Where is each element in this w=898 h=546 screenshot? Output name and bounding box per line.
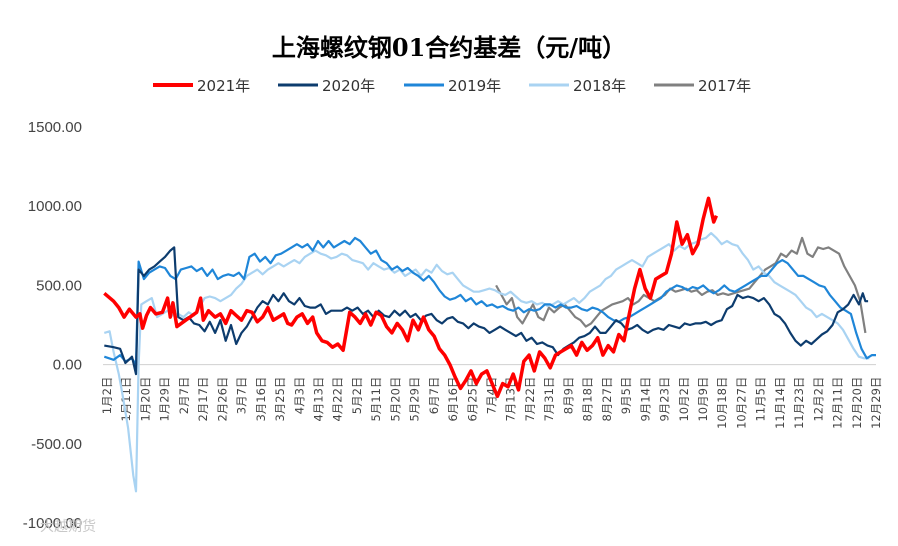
plot-area	[103, 196, 876, 493]
chart-title: 上海螺纹钢01合约基差（元/吨）	[272, 33, 626, 62]
x-tick-label: 11月23日	[792, 377, 806, 429]
x-tick-label: 2月26日	[215, 377, 229, 422]
series-line-2020年	[104, 246, 869, 376]
x-tick-label: 9月23日	[658, 377, 672, 422]
x-tick-label: 11月14日	[773, 377, 787, 429]
x-tick-label: 10月2日	[677, 377, 691, 422]
legend-label: 2020年	[322, 77, 375, 95]
x-tick-label: 12月29日	[869, 377, 883, 429]
y-tick-label: 1000.00	[28, 198, 82, 215]
series-line-2017年	[495, 236, 867, 334]
x-tick-label: 3月25日	[273, 377, 287, 422]
x-tick-label: 3月16日	[254, 377, 268, 422]
x-tick-label: 11月5日	[754, 377, 768, 422]
x-tick-label: 8月9日	[561, 377, 575, 415]
x-tick-label: 1月2日	[100, 377, 114, 415]
series-line-2021年	[103, 196, 719, 399]
x-tick-label: 5月29日	[408, 377, 422, 422]
y-tick-label: 1500.00	[28, 119, 82, 136]
x-tick-label: 7月22日	[523, 377, 537, 422]
x-tick-label: 1月11日	[119, 377, 133, 422]
x-tick-label: 5月20日	[388, 377, 402, 422]
legend-label: 2018年	[573, 77, 626, 95]
legend-label: 2017年	[698, 77, 751, 95]
y-tick-label: -1000.00	[23, 515, 82, 532]
y-tick-label: 0.00	[53, 357, 82, 374]
x-tick-label: 4月13日	[311, 377, 325, 422]
x-tick-label: 2月17日	[196, 377, 210, 422]
x-tick-label: 8月27日	[600, 377, 614, 422]
x-tick-label: 12月11日	[831, 377, 845, 429]
x-tick-label: 7月31日	[542, 377, 556, 422]
x-tick-label: 6月25日	[465, 377, 479, 422]
legend: 2021年 2020年 2019年 2018年 2017年	[153, 77, 751, 95]
x-tick-label: 4月3日	[292, 377, 306, 415]
x-tick-label: 10月9日	[696, 377, 710, 422]
x-tick-label: 9月5日	[619, 377, 633, 415]
x-tick-label: 4月22日	[331, 377, 345, 422]
x-tick-label: 10月18日	[715, 377, 729, 429]
series-line-2019年	[103, 236, 876, 366]
x-tick-label: 6月7日	[427, 377, 441, 415]
x-tick-label: 1月29日	[158, 377, 172, 422]
series-line-2018年	[103, 232, 870, 493]
x-tick-label: 12月20日	[850, 377, 864, 429]
x-axis: 1月2日 1月11日 1月20日 1月29日 2月7日 2月17日 2月26日 3月7日 3月1…	[100, 377, 883, 429]
x-tick-label: 8月18日	[581, 377, 595, 422]
y-tick-label: -500.00	[31, 436, 82, 453]
x-tick-label: 5月2日	[350, 377, 364, 415]
x-tick-label: 9月14日	[638, 377, 652, 422]
x-tick-label: 12月2日	[811, 377, 825, 422]
x-tick-label: 10月27日	[734, 377, 748, 429]
x-tick-label: 5月11日	[369, 377, 383, 422]
x-tick-label: 1月20日	[138, 377, 152, 422]
watermark: 大越期货	[40, 518, 96, 535]
x-tick-label: 3月7日	[235, 377, 249, 415]
x-tick-label: 2月7日	[177, 377, 191, 415]
legend-label: 2021年	[197, 77, 250, 95]
y-tick-label: 500.00	[36, 277, 82, 294]
x-tick-label: 6月16日	[446, 377, 460, 422]
legend-label: 2019年	[448, 77, 501, 95]
y-axis: 1500.00 1000.00 500.00 0.00 -500.00 -1000.00	[23, 119, 82, 532]
